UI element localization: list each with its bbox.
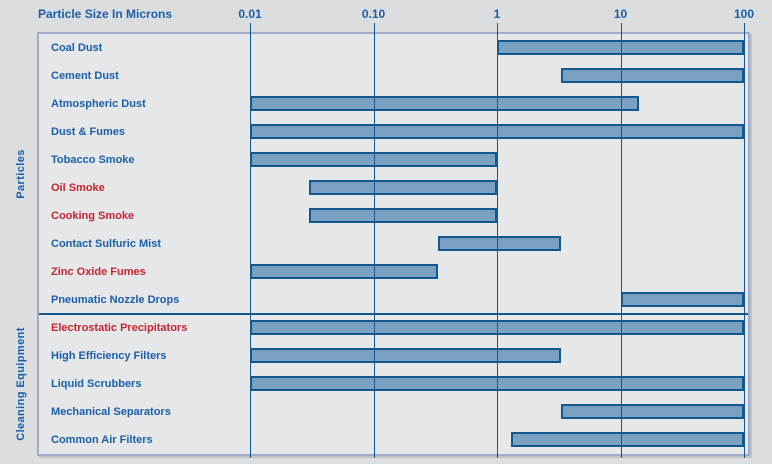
chart-row: Pneumatic Nozzle Drops [39,286,748,314]
section-divider [39,313,748,315]
row-label: Atmospheric Dust [51,98,146,110]
row-label: Coal Dust [51,42,103,54]
range-bar [620,292,744,307]
chart-row: Liquid Scrubbers [39,370,748,398]
chart-row: Coal Dust [39,34,748,62]
chart-row: Oil Smoke [39,174,748,202]
gridline-1 [497,23,498,458]
row-label: Dust & Fumes [51,126,125,138]
x-axis-tick-100: 100 [733,7,755,21]
x-axis-tick-0.10: 0.10 [361,7,386,21]
range-bar [561,68,744,83]
chart-row: Electrostatic Precipitators [39,314,748,342]
range-bar [250,264,438,279]
x-axis-tick-1: 1 [493,7,501,21]
row-label: High Efficiency Filters [51,350,167,362]
x-axis-tick-0.01: 0.01 [238,7,262,21]
range-bar [250,348,562,363]
chart-row: Mechanical Separators [39,398,748,426]
chart-row: Contact Sulfuric Mist [39,230,748,258]
plot-area: Coal Dust Cement Dust Atmospheric Dust Dust… [37,32,750,456]
chart-row: High Efficiency Filters [39,342,748,370]
chart-row: Atmospheric Dust [39,90,748,118]
chart-row: Dust & Fumes [39,118,748,146]
row-label: Liquid Scrubbers [51,378,142,390]
range-bar [308,180,497,195]
row-label: Pneumatic Nozzle Drops [51,294,180,306]
x-axis-tick-10: 10 [613,7,628,21]
row-label: Electrostatic Precipitators [51,322,188,334]
range-bar [250,96,639,111]
row-label: Oil Smoke [51,182,105,194]
row-label: Common Air Filters [51,434,153,446]
chart-row: Tobacco Smoke [39,146,748,174]
row-label: Zinc Oxide Fumes [51,266,146,278]
range-bar [437,236,562,251]
range-bar [511,432,744,447]
gridline-10 [620,23,622,458]
chart-row: Common Air Filters [39,426,748,454]
section-label-cleaning-equipment: Cleaning Equipment [15,327,27,441]
row-label: Cement Dust [51,70,119,82]
chart-row: Zinc Oxide Fumes [39,258,748,286]
row-label: Mechanical Separators [51,406,171,418]
chart-row: Cooking Smoke [39,202,748,230]
row-label: Cooking Smoke [51,210,135,222]
chart-title: Particle Size In Microns [38,7,173,21]
gridline-100 [744,23,745,458]
gridline-0.10 [373,23,375,458]
gridline-0.01 [250,23,251,458]
section-label-particles: Particles [15,149,27,199]
range-bar [561,404,744,419]
range-bar [308,208,497,223]
chart-row: Cement Dust [39,62,748,90]
row-label: Tobacco Smoke [51,154,135,166]
row-label: Contact Sulfuric Mist [51,238,162,250]
